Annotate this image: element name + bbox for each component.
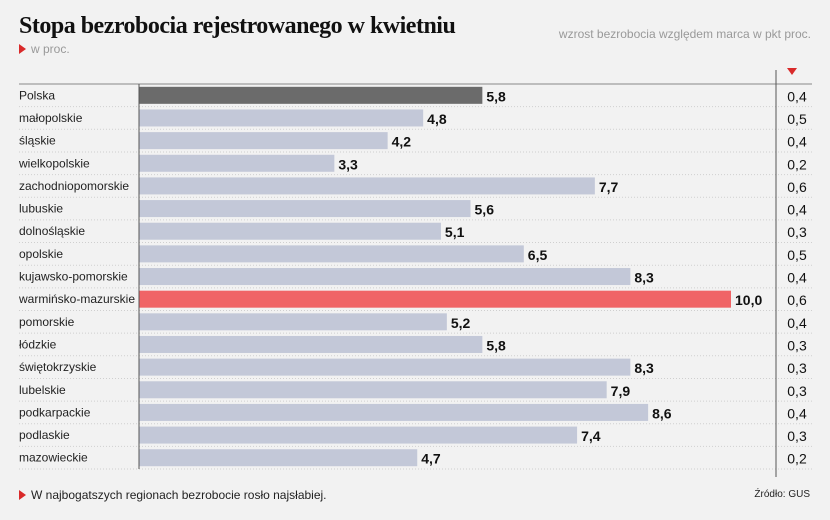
value-label: 5,8 [486, 337, 506, 353]
bar-7 [139, 245, 524, 263]
category-label: kujawsko-pomorskie [19, 270, 128, 284]
category-label: wielkopolskie [18, 156, 90, 170]
value-label: 7,4 [581, 428, 601, 444]
change-label: 0,2 [787, 156, 807, 172]
down-triangle-icon [787, 68, 797, 75]
change-label: 0,6 [787, 292, 807, 308]
change-label: 0,4 [787, 202, 807, 218]
category-label: łódzkie [19, 337, 57, 351]
category-label: dolnośląskie [19, 224, 85, 238]
bar-1 [139, 109, 424, 127]
bar-15 [139, 426, 578, 444]
category-label: Polska [19, 88, 55, 102]
change-label: 0,5 [787, 111, 807, 127]
category-label: śląskie [19, 134, 56, 148]
category-label: warmińsko-mazurskie [18, 292, 135, 306]
value-label: 7,7 [599, 179, 619, 195]
bar-8 [139, 268, 631, 286]
bar-3 [139, 154, 335, 172]
change-label: 0,4 [787, 315, 807, 331]
bar-5 [139, 200, 471, 218]
category-label: świętokrzyskie [19, 360, 97, 374]
change-label: 0,2 [787, 451, 807, 467]
bar-10 [139, 313, 447, 331]
value-label: 4,2 [392, 134, 412, 150]
change-label: 0,3 [787, 224, 807, 240]
value-label: 4,7 [421, 451, 441, 467]
bar-2 [139, 132, 388, 150]
category-label: małopolskie [19, 111, 83, 125]
value-label: 7,9 [611, 383, 631, 399]
bar-14 [139, 403, 649, 421]
change-label: 0,4 [787, 405, 807, 421]
bar-6 [139, 222, 441, 240]
category-label: opolskie [19, 247, 63, 261]
triangle-marker-icon [19, 490, 26, 500]
category-label: podkarpackie [19, 405, 91, 419]
category-label: lubuskie [19, 202, 63, 216]
value-label: 5,1 [445, 224, 465, 240]
bar-0 [139, 86, 483, 104]
bar-11 [139, 335, 483, 353]
change-label: 0,3 [787, 337, 807, 353]
category-label: zachodniopomorskie [19, 179, 129, 193]
change-column-header: wzrost bezrobocia względem marca w pkt p… [558, 27, 811, 41]
footnote: W najbogatszych regionach bezrobocie ros… [19, 488, 327, 502]
change-label: 0,5 [787, 247, 807, 263]
value-label: 8,6 [652, 405, 672, 421]
value-label: 8,3 [634, 360, 654, 376]
category-label: pomorskie [19, 315, 75, 329]
bar-4 [139, 177, 595, 195]
category-label: mazowieckie [19, 451, 88, 465]
change-label: 0,3 [787, 428, 807, 444]
chart-subtitle: w proc. [19, 42, 70, 56]
bar-9 [139, 290, 731, 308]
value-label: 3,3 [338, 156, 358, 172]
value-label: 4,8 [427, 111, 447, 127]
value-label: 5,2 [451, 315, 471, 331]
category-label: podlaskie [19, 428, 70, 442]
bar-16 [139, 449, 418, 467]
change-label: 0,3 [787, 383, 807, 399]
triangle-marker-icon [19, 44, 26, 54]
subtitle-text: w proc. [31, 42, 70, 56]
change-label: 0,3 [787, 360, 807, 376]
value-label: 6,5 [528, 247, 548, 263]
bar-13 [139, 381, 607, 399]
value-label: 8,3 [634, 270, 654, 286]
category-label: lubelskie [19, 383, 66, 397]
change-label: 0,4 [787, 134, 807, 150]
source-note: Źródło: GUS [754, 489, 810, 500]
value-label: 5,6 [475, 202, 495, 218]
value-label: 10,0 [735, 292, 762, 308]
chart-title: Stopa bezrobocia rejestrowanego w kwietn… [19, 13, 456, 39]
change-label: 0,4 [787, 270, 807, 286]
bar-12 [139, 358, 631, 376]
footnote-text: W najbogatszych regionach bezrobocie ros… [31, 488, 327, 502]
change-label: 0,4 [787, 88, 807, 104]
value-label: 5,8 [486, 88, 506, 104]
change-label: 0,6 [787, 179, 807, 195]
